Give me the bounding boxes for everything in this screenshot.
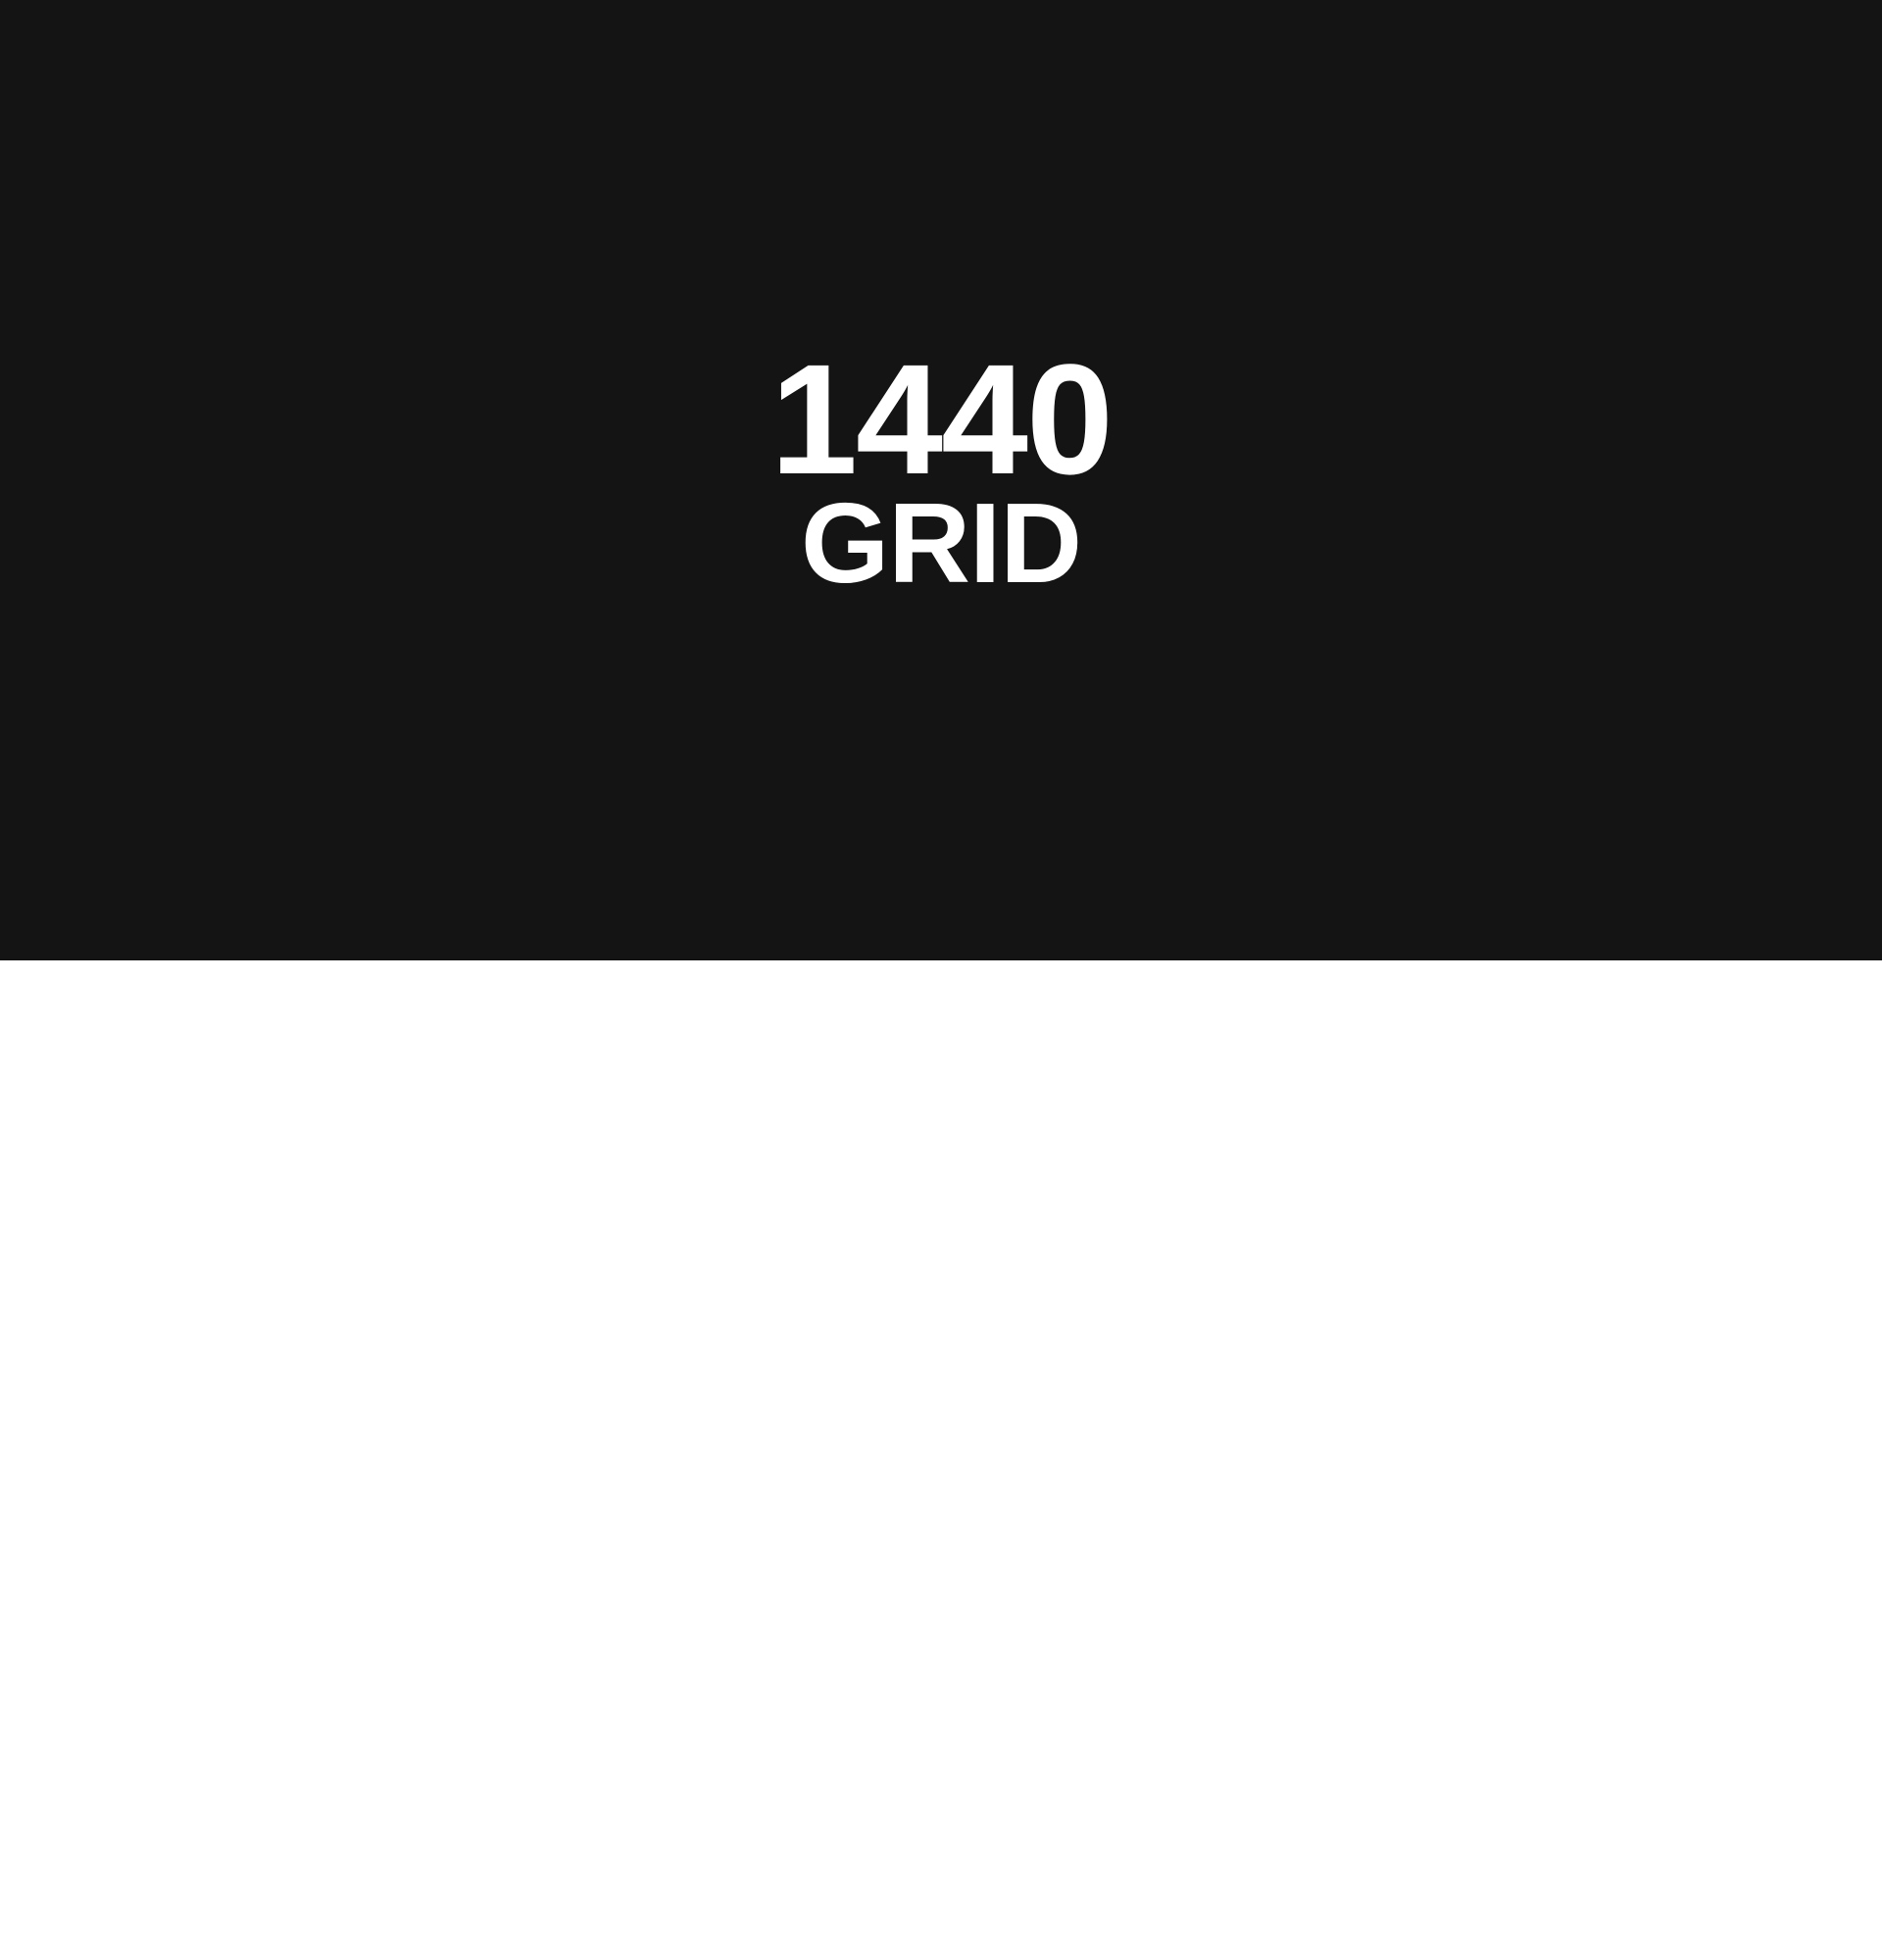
- hero-title-word: GRID: [801, 479, 1082, 607]
- hero-title: 1440 GRID: [0, 331, 1882, 607]
- content-area: [0, 960, 1882, 1960]
- hero-banner: 1440 GRID: [0, 0, 1882, 960]
- hero-title-number: 1440: [770, 331, 1114, 507]
